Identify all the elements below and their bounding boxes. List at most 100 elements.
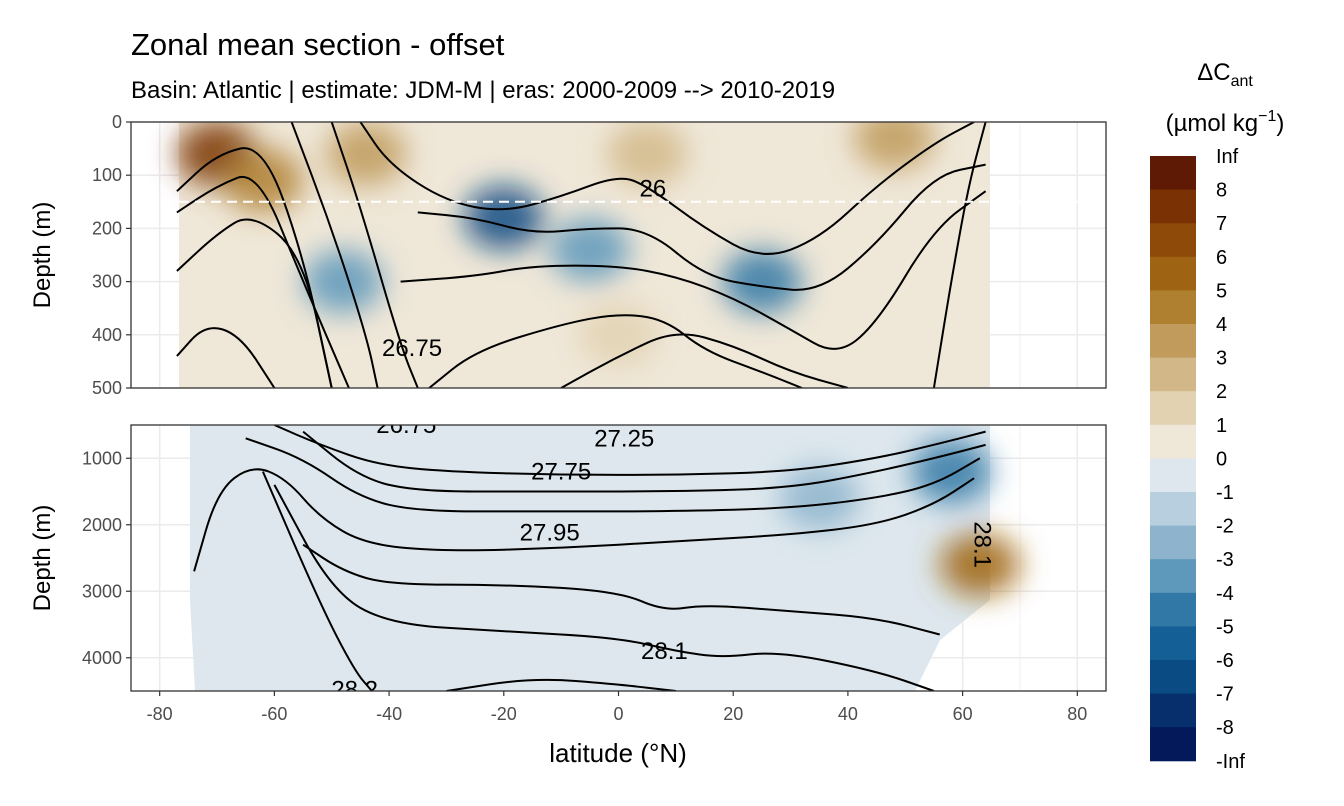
upper-panel: 26 26.75 0 100 200 300 400 500 [92, 112, 1107, 398]
legend-label: -2 [1216, 516, 1234, 538]
isopycnal-line [359, 122, 975, 255]
x-tick-label: 20 [723, 704, 743, 724]
legend-swatch [1150, 727, 1196, 762]
x-tick-label: 0 [613, 704, 623, 724]
isopycnal-line [176, 147, 333, 388]
legend: ΔCant (µmol kg−1) Inf 8 7 6 5 4 3 2 1 0 -1 -2 -3 -4 -5… [1150, 59, 1284, 773]
lower-isopycnals [193, 425, 986, 691]
field-patch [853, 122, 934, 170]
field-patch [939, 532, 1020, 597]
legend-label: Inf [1216, 146, 1239, 168]
isopycnal-line [245, 437, 981, 513]
legend-labels: Inf 8 7 6 5 4 3 2 1 0 -1 -2 -3 -4 -5 -6 -7 -8 -Inf [1216, 146, 1245, 773]
legend-swatch [1150, 189, 1196, 224]
y-tick-label: 0 [112, 112, 122, 132]
legend-swatch [1150, 458, 1196, 493]
contour-label: 28.2 [331, 677, 378, 704]
legend-label: -6 [1216, 650, 1234, 672]
legend-label: 8 [1216, 180, 1227, 202]
legend-swatch [1150, 290, 1196, 325]
isopycnal-line [193, 468, 975, 572]
legend-swatch [1150, 592, 1196, 627]
legend-label: -4 [1216, 583, 1234, 605]
contour-label: 28.1 [969, 521, 996, 568]
legend-label: 5 [1216, 280, 1227, 302]
y-tick-label: 400 [92, 325, 122, 345]
y-tick-label: 200 [92, 218, 122, 238]
field-patch [721, 249, 802, 314]
lower-y-axis: 1000 2000 3000 4000 [82, 448, 131, 668]
y-tick-label: 100 [92, 165, 122, 185]
legend-swatch [1150, 424, 1196, 459]
y-axis-label-lower: Depth (m) [29, 505, 56, 612]
isopycnal-line [273, 425, 986, 476]
upper-y-axis: 0 100 200 300 400 500 [92, 112, 131, 398]
field-patch [326, 122, 407, 186]
isopycnal-line [176, 218, 333, 388]
field-patch [463, 185, 544, 250]
y-tick-label: 1000 [82, 448, 122, 468]
contour-label: 27.95 [520, 520, 580, 547]
contour-label: 26.75 [382, 335, 442, 362]
lower-field-patches [779, 439, 1020, 597]
x-tick-label: -60 [261, 704, 287, 724]
isopycnal-line [932, 122, 987, 388]
field-patch [607, 122, 688, 186]
field-patch [779, 466, 860, 531]
legend-swatch [1150, 525, 1196, 560]
legend-swatch [1150, 357, 1196, 392]
legend-swatch [1150, 324, 1196, 359]
legend-swatch [1150, 693, 1196, 728]
legend-label: 0 [1216, 448, 1227, 470]
contour-label: 26 [640, 176, 667, 203]
field-patch [303, 249, 384, 314]
y-axis-label-upper: Depth (m) [29, 202, 56, 309]
legend-swatch [1150, 391, 1196, 426]
legend-label: -Inf [1216, 751, 1245, 773]
chart-title: Zonal mean section - offset [131, 27, 505, 62]
field-patch [578, 302, 659, 367]
legend-swatch [1150, 223, 1196, 258]
isopycnal-line [560, 333, 849, 388]
legend-label: -1 [1216, 482, 1234, 504]
legend-label: 6 [1216, 247, 1227, 269]
contour-label: 28.1 [641, 638, 688, 665]
contour-label: 27.25 [594, 425, 654, 452]
legend-swatch [1150, 492, 1196, 527]
isopycnal-line [176, 175, 350, 388]
legend-swatch [1150, 626, 1196, 661]
x-axis: -80 -60 -40 -20 0 20 40 60 80 [147, 691, 1087, 724]
legend-units: (µmol kg−1) [1166, 108, 1285, 137]
chart-subtitle: Basin: Atlantic | estimate: JDM-M | eras… [131, 77, 835, 104]
legend-label: -3 [1216, 549, 1234, 571]
y-tick-label: 2000 [82, 515, 122, 535]
isopycnal-line [428, 314, 803, 388]
x-tick-label: -40 [376, 704, 402, 724]
legend-colorbar [1150, 156, 1196, 762]
contour-label: 27.75 [531, 459, 591, 486]
legend-title: ΔCant [1197, 59, 1253, 90]
contour-label: 26.75 [376, 412, 436, 439]
upper-field-patches [177, 122, 934, 367]
legend-swatch [1150, 660, 1196, 695]
field-patch [549, 217, 630, 282]
x-tick-label: -80 [147, 704, 173, 724]
upper-isopycnals [176, 122, 987, 388]
isopycnal-line [330, 122, 419, 388]
isopycnal-line [417, 163, 986, 291]
x-tick-label: -20 [491, 704, 517, 724]
legend-label: 7 [1216, 213, 1227, 235]
legend-swatch [1150, 256, 1196, 291]
legend-label: -8 [1216, 717, 1234, 739]
x-tick-label: 60 [953, 704, 973, 724]
upper-contour-labels: 26 26.75 [382, 176, 666, 363]
y-tick-label: 500 [92, 378, 122, 398]
legend-label: 3 [1216, 348, 1227, 370]
isopycnal-line [302, 430, 986, 493]
x-tick-label: 80 [1067, 704, 1087, 724]
legend-label: 1 [1216, 415, 1227, 437]
isopycnal-line [400, 190, 987, 350]
